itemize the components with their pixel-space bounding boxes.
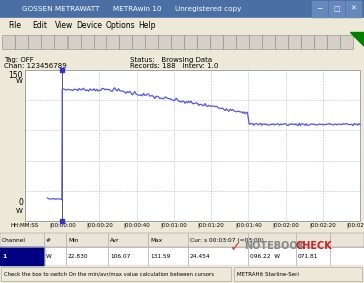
Bar (0, 0, 364, 18)
Bar (288, 35, 301, 49)
Text: Tag: OFF: Tag: OFF (4, 57, 34, 63)
Text: |00:01:00: |00:01:00 (161, 223, 187, 228)
Text: HH:MM:SS: HH:MM:SS (11, 223, 39, 228)
Text: Records: 188   Interv: 1.0: Records: 188 Interv: 1.0 (130, 63, 218, 69)
Bar (2, 35, 15, 49)
Bar (0, 247, 44, 265)
Bar (0, 265, 364, 283)
Text: W: W (16, 208, 23, 214)
Bar (25, 70, 360, 221)
Text: ✓: ✓ (230, 240, 242, 254)
Bar (41, 35, 54, 49)
Bar (0, 233, 364, 265)
Text: Chan: 123456789: Chan: 123456789 (4, 63, 67, 69)
Bar (0, 32, 364, 52)
Bar (119, 35, 132, 49)
Text: GOSSEN METRAWATT      METRAwin 10      Unregistered copy: GOSSEN METRAWATT METRAwin 10 Unregistere… (22, 6, 241, 12)
Text: ─: ─ (317, 6, 322, 12)
Text: W: W (16, 78, 23, 84)
Bar (54, 35, 67, 49)
Text: #: # (46, 238, 51, 243)
Text: METRAHit Starline-Seri: METRAHit Starline-Seri (237, 271, 299, 276)
Text: |00:01:20: |00:01:20 (198, 223, 225, 228)
Text: □: □ (333, 6, 340, 12)
Text: |00:00:20: |00:00:20 (86, 223, 113, 228)
Bar (28, 35, 41, 49)
Bar (234, 267, 362, 281)
Text: 24.454: 24.454 (190, 254, 211, 259)
Bar (275, 35, 288, 49)
Text: Status:   Browsing Data: Status: Browsing Data (130, 57, 212, 63)
Bar (236, 35, 249, 49)
Text: ✕: ✕ (351, 6, 356, 12)
Bar (301, 35, 314, 49)
Text: Min: Min (68, 238, 78, 243)
Bar (249, 35, 262, 49)
Text: Edit: Edit (32, 20, 47, 29)
Bar (1, 267, 231, 281)
Text: |00:02:40: |00:02:40 (347, 223, 364, 228)
Bar (0, 52, 364, 70)
Bar (346, 1, 361, 17)
Bar (68, 35, 81, 49)
Text: 1: 1 (2, 254, 7, 259)
Text: Device: Device (76, 20, 102, 29)
Bar (327, 35, 340, 49)
Text: Help: Help (138, 20, 155, 29)
Text: 150: 150 (8, 71, 23, 80)
Text: File: File (8, 20, 21, 29)
Text: Options: Options (106, 20, 136, 29)
Text: 071.81: 071.81 (298, 254, 318, 259)
Bar (262, 35, 275, 49)
Text: View: View (55, 20, 73, 29)
Text: 22.830: 22.830 (68, 254, 88, 259)
Text: Check the box to switch On the min/avr/max value calculation between cursors: Check the box to switch On the min/avr/m… (4, 271, 214, 276)
Bar (15, 35, 28, 49)
Polygon shape (350, 32, 364, 46)
Text: 096.22  W: 096.22 W (250, 254, 280, 259)
Text: 106.07: 106.07 (110, 254, 130, 259)
Text: 0: 0 (18, 198, 23, 207)
Text: |00:00:40: |00:00:40 (123, 223, 150, 228)
Bar (223, 35, 236, 49)
Bar (0, 18, 364, 32)
Bar (81, 35, 94, 49)
Bar (25, 70, 360, 221)
Text: Channel: Channel (2, 238, 26, 243)
Bar (171, 35, 184, 49)
Bar (312, 1, 327, 17)
Text: Avr: Avr (110, 238, 119, 243)
Text: NOTEBOOK: NOTEBOOK (244, 241, 305, 251)
Bar (0, 233, 364, 247)
Bar (197, 35, 210, 49)
Text: CHECK: CHECK (296, 241, 333, 251)
Text: 131.59: 131.59 (150, 254, 170, 259)
Bar (210, 35, 223, 49)
Bar (329, 1, 344, 17)
Bar (132, 35, 145, 49)
Text: |00:02:00: |00:02:00 (272, 223, 299, 228)
Bar (184, 35, 197, 49)
Bar (145, 35, 158, 49)
Bar (94, 35, 107, 49)
Text: W: W (46, 254, 52, 259)
Text: |00:01:40: |00:01:40 (235, 223, 262, 228)
Text: Max: Max (150, 238, 162, 243)
Text: |00:00:00: |00:00:00 (49, 223, 76, 228)
Text: |00:02:20: |00:02:20 (309, 223, 336, 228)
Bar (106, 35, 119, 49)
Bar (158, 35, 171, 49)
Bar (314, 35, 327, 49)
Text: Cur: s 00:03:07 (=03:00): Cur: s 00:03:07 (=03:00) (190, 238, 264, 243)
Bar (340, 35, 353, 49)
